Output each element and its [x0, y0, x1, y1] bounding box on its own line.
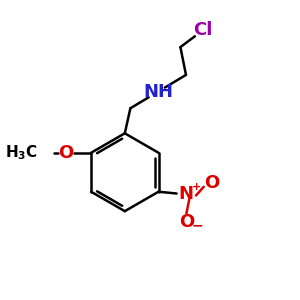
Text: +: +: [192, 182, 202, 192]
Text: NH: NH: [143, 82, 173, 100]
Text: −: −: [192, 218, 203, 232]
Text: $\mathregular{H_3C}$: $\mathregular{H_3C}$: [5, 143, 38, 162]
Text: N: N: [179, 185, 194, 203]
Text: O: O: [204, 174, 219, 192]
Text: O: O: [179, 213, 194, 231]
Text: Cl: Cl: [193, 21, 212, 39]
Text: O: O: [58, 144, 74, 162]
